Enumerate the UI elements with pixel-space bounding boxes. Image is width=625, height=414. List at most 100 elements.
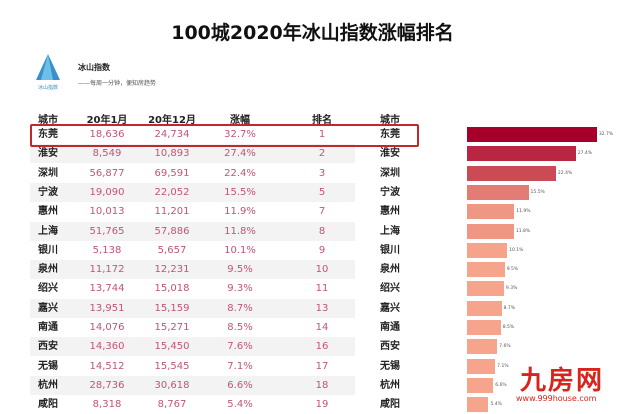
city-cell: 西安 — [38, 341, 58, 353]
value-cell: 14,076 — [89, 322, 125, 333]
bar — [467, 184, 529, 200]
watermark-text: 九房网 — [520, 366, 605, 396]
bar-label: 8.7% — [503, 305, 515, 311]
city-cell: 宁波 — [380, 186, 400, 198]
city-cell: 咸阳 — [38, 399, 58, 411]
value-cell: 11.8% — [224, 225, 256, 237]
value-cell: 10 — [315, 264, 329, 276]
table-row — [30, 144, 355, 164]
chart-title: 100城2020年冰山指数涨幅排名 — [171, 22, 454, 44]
watermark: 九房网 www.999house.com — [516, 366, 605, 403]
value-cell: 19 — [315, 399, 329, 411]
city-cell: 无锡 — [380, 360, 400, 372]
bar — [467, 339, 498, 355]
value-cell: 32.7% — [224, 129, 256, 140]
bar — [467, 146, 576, 162]
value-cell: 13,951 — [89, 302, 125, 314]
value-cell: 57,886 — [154, 225, 190, 237]
bar — [467, 320, 501, 335]
table-row — [30, 260, 355, 280]
value-cell: 7 — [318, 206, 326, 218]
table-row — [30, 298, 355, 318]
value-cell: 15,271 — [154, 322, 190, 333]
bar-label: 6.6% — [495, 382, 507, 388]
city-cell: 杭州 — [38, 379, 58, 391]
value-cell: 15,545 — [154, 360, 190, 372]
value-cell: 5 — [318, 186, 326, 198]
value-cell: 18 — [315, 379, 329, 391]
value-cell: 1 — [318, 129, 326, 140]
city-cell: 泉州 — [380, 264, 400, 276]
value-cell: 15,018 — [154, 283, 190, 295]
value-cell: 24,734 — [154, 129, 190, 140]
value-cell: 5,657 — [157, 244, 187, 256]
bar-label: 22.4% — [557, 170, 573, 176]
city-cell: 咸阳 — [380, 399, 400, 411]
value-cell: 15.5% — [224, 186, 256, 198]
value-cell: 51,765 — [89, 225, 125, 237]
column-header: 涨幅 — [230, 115, 250, 126]
value-cell: 27.4% — [224, 148, 256, 160]
city-cell: 银川 — [380, 244, 400, 256]
bar — [467, 204, 515, 220]
value-cell: 10,893 — [154, 148, 190, 160]
value-cell: 8 — [318, 225, 326, 237]
value-cell: 22,052 — [154, 186, 190, 198]
highlight-box — [30, 124, 419, 147]
city-cell: 淮安 — [380, 148, 400, 160]
city-cell: 南通 — [380, 322, 400, 333]
value-cell: 8.7% — [227, 302, 253, 314]
value-cell: 10.1% — [224, 244, 256, 256]
value-cell: 8,549 — [92, 148, 122, 160]
bar — [467, 281, 504, 297]
bar-label: 9.3% — [505, 286, 518, 292]
city-cell: 宁波 — [38, 186, 58, 198]
bar-label: 5.4% — [490, 402, 502, 408]
bar-label: 32.7% — [598, 132, 614, 137]
value-cell: 7.6% — [227, 341, 253, 353]
city-cell: 深圳 — [380, 167, 400, 179]
bar-label: 10.1% — [509, 247, 524, 253]
city-cell: 绍兴 — [38, 283, 58, 295]
value-cell: 14,360 — [89, 341, 125, 353]
value-cell: 69,591 — [154, 167, 190, 179]
value-cell: 9 — [318, 244, 326, 256]
bar-label: 9.5% — [506, 267, 519, 273]
city-cell: 南通 — [38, 322, 58, 333]
bar — [467, 242, 508, 258]
value-cell: 8,318 — [92, 399, 122, 411]
city-cell: 银川 — [38, 244, 58, 256]
city-cell: 杭州 — [380, 379, 400, 391]
column-header: 城市 — [38, 115, 58, 126]
bar-label: 7.1% — [497, 363, 509, 369]
value-cell: 11 — [315, 283, 329, 295]
bar-label: 8.5% — [502, 325, 515, 330]
watermark-url: www.999house.com — [516, 394, 597, 403]
bar — [467, 165, 556, 181]
value-cell: 13,744 — [89, 283, 125, 295]
bar-label: 11.8% — [515, 228, 531, 234]
city-cell: 深圳 — [38, 167, 58, 179]
value-cell: 17 — [315, 360, 329, 372]
bar-label: 7.6% — [499, 344, 511, 350]
value-cell: 6.6% — [227, 379, 253, 391]
column-header: 20年1月 — [86, 115, 128, 126]
city-cell: 上海 — [38, 225, 58, 237]
value-cell: 5,138 — [92, 244, 122, 256]
brand-slogan: ——每周一分钟，便知房趋势 — [78, 80, 157, 87]
column-header: 城市 — [380, 115, 400, 126]
city-cell: 嘉兴 — [380, 302, 400, 314]
table-row — [30, 375, 355, 395]
value-cell: 13 — [315, 302, 329, 314]
city-cell: 绍兴 — [380, 283, 400, 295]
table-row — [30, 221, 355, 241]
value-cell: 28,736 — [89, 379, 125, 391]
value-cell: 56,877 — [89, 167, 125, 179]
bar-label: 27.4% — [577, 151, 593, 157]
bar — [467, 127, 597, 142]
bar — [467, 300, 502, 316]
value-cell: 10,013 — [89, 206, 125, 218]
bar-label: 15.5% — [530, 189, 545, 195]
city-cell: 惠州 — [380, 206, 400, 218]
value-cell: 15,159 — [154, 302, 190, 314]
